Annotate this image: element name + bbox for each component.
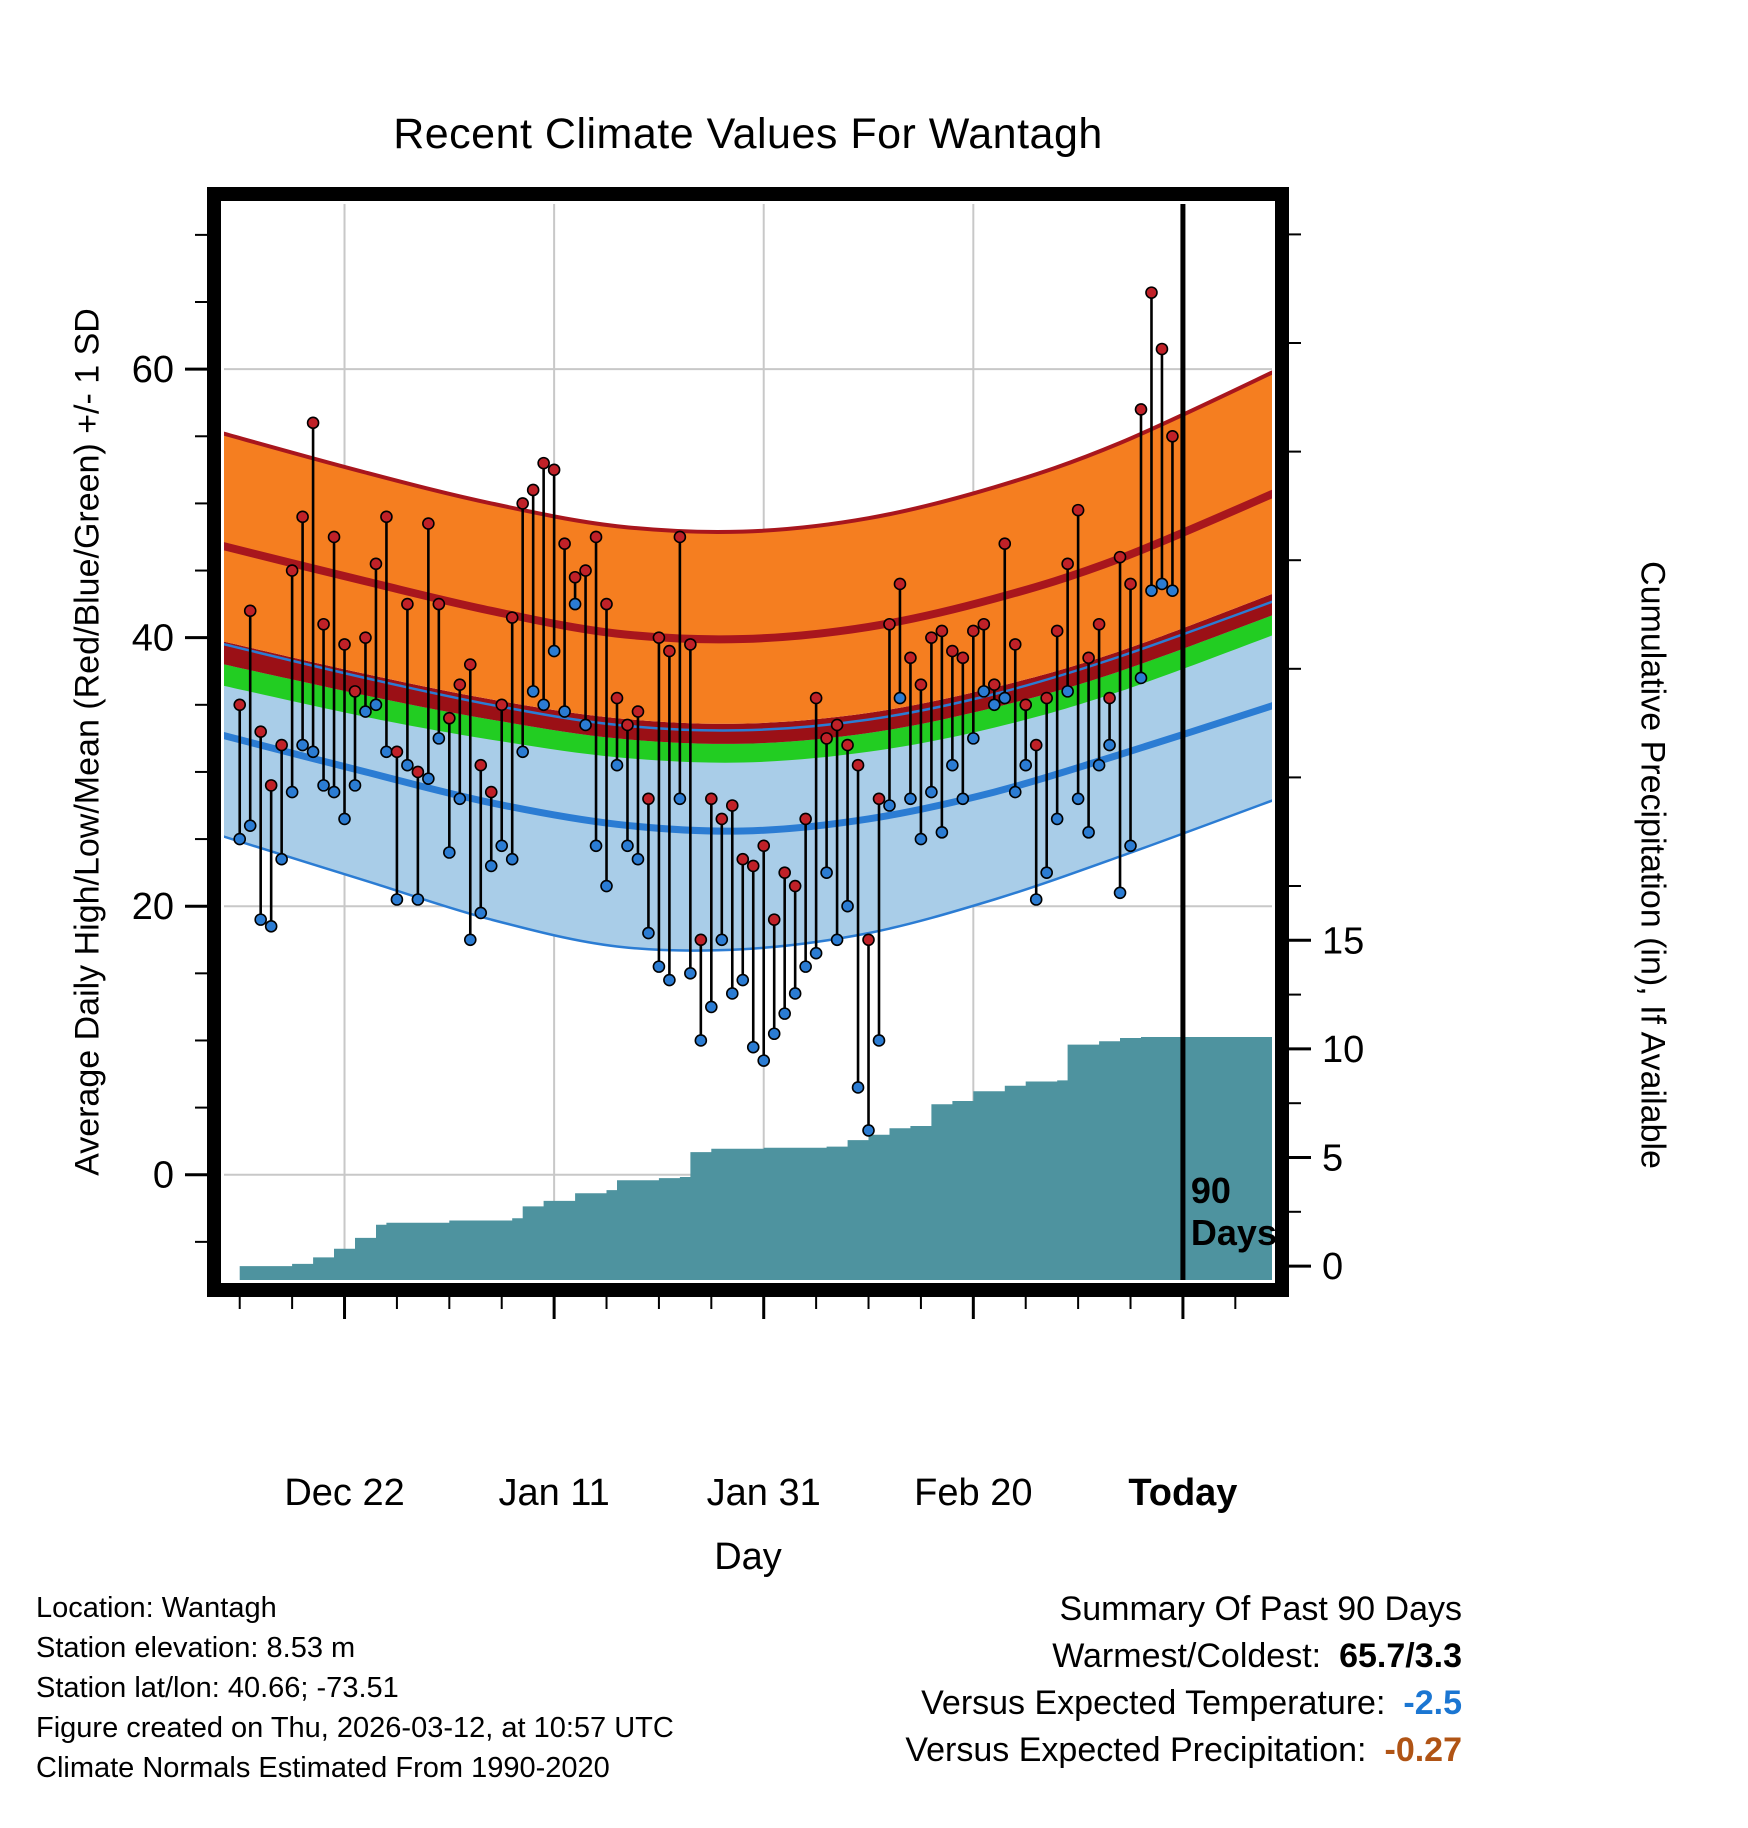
summary-row-vs-expected-temperature: Versus Expected Temperature: -2.5 (700, 1680, 1462, 1727)
station-location: Location: Wantagh (36, 1592, 277, 1624)
svg-text:Jan 11: Jan 11 (498, 1472, 609, 1514)
svg-text:20: 20 (132, 886, 174, 928)
low-band-top-edge (224, 600, 1272, 732)
cumulative-precip-area (239, 1037, 1272, 1280)
svg-text:Feb 20: Feb 20 (914, 1472, 1032, 1514)
svg-text:Today: Today (1128, 1472, 1237, 1514)
svg-text:15: 15 (1322, 920, 1364, 962)
ninety-day-label: Days (1191, 1212, 1277, 1253)
high-mean-line (224, 489, 1272, 644)
x-axis-label: Day (714, 1536, 782, 1578)
ninety-day-label: 90 (1191, 1170, 1231, 1211)
mean-band (224, 615, 1272, 763)
warmest-coldest-label: Warmest/Coldest: (1052, 1637, 1322, 1675)
vs-expected-precipitation-value: -0.27 (1384, 1731, 1463, 1769)
figure-created-timestamp: Figure created on Thu, 2026-03-12, at 10… (36, 1712, 674, 1744)
svg-text:0: 0 (153, 1155, 174, 1197)
overlap-band (224, 594, 1272, 744)
station-elevation: Station elevation: 8.53 m (36, 1632, 356, 1664)
vs-expected-temperature-value: -2.5 (1403, 1684, 1462, 1722)
svg-text:10: 10 (1322, 1029, 1364, 1071)
svg-text:40: 40 (132, 618, 174, 660)
high-band (224, 372, 1272, 724)
svg-text:5: 5 (1322, 1138, 1343, 1180)
summary-panel: Summary Of Past 90 Days Warmest/Coldest:… (700, 1586, 1462, 1774)
climate-normals-note: Climate Normals Estimated From 1990-2020 (36, 1752, 610, 1784)
plot-border (207, 187, 1289, 1297)
summary-row-warmest-coldest: Warmest/Coldest: 65.7/3.3 (700, 1633, 1462, 1680)
tick-labels: 0 20 40 60 0 5 10 15 Dec 22 Jan 11 Jan 31 Feb 20 Tod… (132, 349, 1365, 1514)
svg-text:Jan 31: Jan 31 (707, 1472, 821, 1514)
summary-row-vs-expected-precipitation: Versus Expected Precipitation: -0.27 (700, 1727, 1462, 1774)
svg-text:0: 0 (1322, 1246, 1343, 1288)
vs-expected-temperature-label: Versus Expected Temperature: (921, 1684, 1386, 1722)
axis-ticks (185, 233, 1311, 1319)
svg-text:Dec 22: Dec 22 (284, 1472, 404, 1514)
summary-heading: Summary Of Past 90 Days (1059, 1590, 1462, 1628)
vs-expected-precipitation-label: Versus Expected Precipitation: (905, 1731, 1367, 1769)
station-info-block: Location: Wantagh Station elevation: 8.5… (36, 1588, 674, 1788)
svg-text:60: 60 (132, 349, 174, 391)
high-band-top-edge (224, 370, 1272, 534)
plot-data (224, 286, 1272, 1280)
chart-title: Recent Climate Values For Wantagh (393, 110, 1103, 158)
warmest-coldest-value: 65.7/3.3 (1339, 1637, 1462, 1675)
station-coordinates: Station lat/lon: 40.66; -73.51 (36, 1672, 399, 1704)
